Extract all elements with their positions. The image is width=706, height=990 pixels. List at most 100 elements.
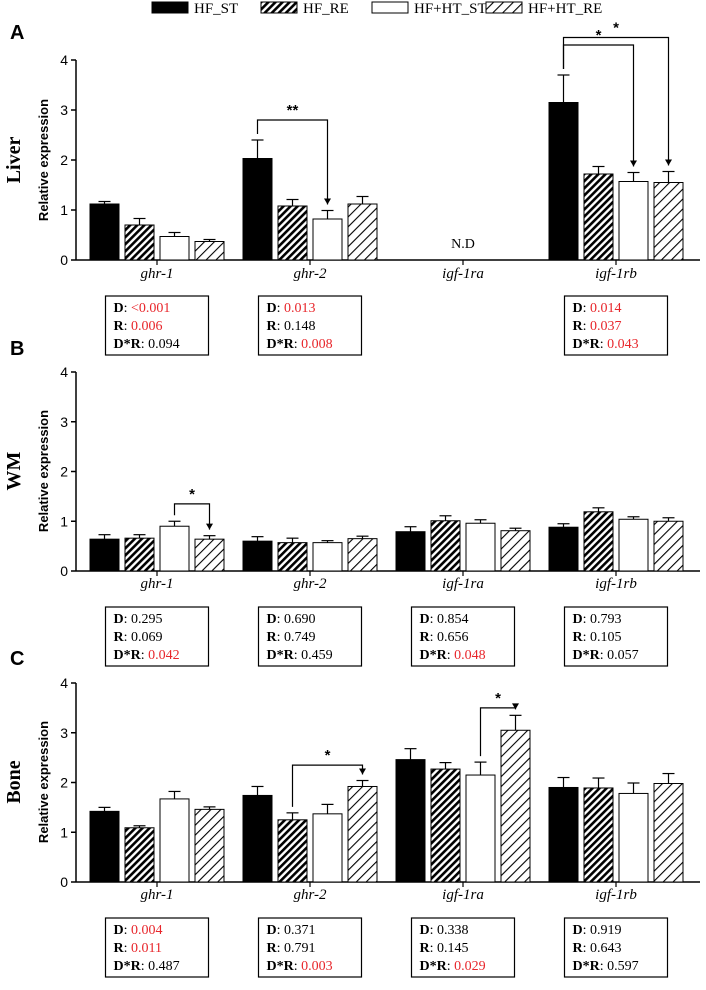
stat-key: R: [267, 319, 278, 334]
stat-value: <0.001: [131, 301, 170, 316]
y-tick-label: 2: [60, 775, 68, 791]
stat-sep: :: [277, 923, 284, 938]
bar-HF_ST-ghr-2: [242, 540, 273, 572]
stat-sep: :: [124, 923, 131, 938]
panel-B: B WM Relative expression 0 1 2 3 4 ghr-1 D: 0.295…: [3, 338, 700, 667]
y-tick-label: 4: [60, 52, 68, 68]
stat-row-R: R: 0.791: [267, 941, 316, 956]
category-label: ghr-1: [140, 266, 173, 282]
stat-sep: :: [447, 959, 454, 974]
stat-row-D: D: 0.793: [573, 612, 622, 627]
stat-row-D*R: D*R: 0.008: [267, 337, 333, 352]
significance-label: *: [613, 20, 619, 37]
stat-sep: :: [294, 648, 301, 663]
stat-row-D*R: D*R: 0.029: [420, 959, 486, 974]
bar-HF+HT_ST-ghr-2: [312, 542, 343, 572]
stat-value: 0.690: [284, 612, 316, 627]
stat-value: 0.148: [284, 319, 316, 334]
stat-key: R: [267, 630, 278, 645]
significance-arrow: [512, 703, 519, 710]
stats-box-ghr-1: D: 0.004 R: 0.011 D*R: 0.487: [104, 917, 210, 978]
stat-row-R: R: 0.643: [573, 941, 622, 956]
panel-C: C Bone Relative expression 0 1 2 3 4 ghr-1 D: 0.0…: [3, 648, 700, 978]
bar-HF_RE-ghr-1: [124, 224, 155, 261]
stat-row-D*R: D*R: 0.487: [114, 959, 180, 974]
bar-HF_RE-ghr-2: [277, 205, 308, 261]
bar-HF_ST-ghr-2: [242, 794, 273, 883]
stats-box-frame: [410, 917, 516, 978]
stat-sep: :: [141, 337, 148, 352]
stat-key: R: [267, 941, 278, 956]
y-tick-label: 4: [60, 364, 68, 380]
bar-HF+HT_RE-ghr-2: [347, 785, 378, 883]
stat-value: 0.459: [301, 648, 333, 663]
stat-key: D*R: [267, 337, 295, 352]
stat-sep: :: [600, 337, 607, 352]
stat-key: D: [573, 612, 583, 627]
stat-value: 0.338: [437, 923, 469, 938]
bar-HF+HT_RE-igf-1rb: [653, 782, 684, 883]
stat-row-R: R: 0.069: [114, 630, 163, 645]
y-tick-label: 1: [60, 513, 68, 529]
y-tick-label: 2: [60, 152, 68, 168]
not-detected-label: N.D: [451, 237, 475, 252]
significance-label: **: [287, 102, 299, 119]
stat-key: D*R: [420, 648, 448, 663]
significance-arrow: [359, 768, 366, 775]
stat-row-R: R: 0.148: [267, 319, 316, 334]
stat-value: 0.003: [301, 959, 333, 974]
stat-sep: :: [583, 941, 590, 956]
tissue-label: WM: [3, 451, 25, 490]
panel-label: C: [10, 648, 24, 670]
significance-bracket: [562, 36, 670, 166]
panel-label: A: [10, 22, 24, 44]
bar-HF+HT_RE-ghr-1: [194, 538, 225, 572]
stat-key: D*R: [114, 959, 142, 974]
y-tick-label: 3: [60, 725, 68, 741]
stat-key: R: [573, 630, 584, 645]
stat-sep: :: [583, 923, 590, 938]
stat-row-D*R: D*R: 0.043: [573, 337, 639, 352]
bar-HF+HT_RE-igf-1rb: [653, 520, 684, 572]
stat-key: D: [267, 301, 277, 316]
bar-HF_RE-igf-1ra: [430, 520, 461, 572]
category-label: ghr-1: [140, 576, 173, 592]
legend-label-HF_RE: HF_RE: [303, 1, 349, 17]
stats-box-ghr-2: D: 0.690 R: 0.749 D*R: 0.459: [257, 606, 363, 667]
stat-row-D: D: 0.338: [420, 923, 469, 938]
stat-row-D: D: 0.371: [267, 923, 316, 938]
y-tick-label: 2: [60, 464, 68, 480]
significance-bracket: [256, 119, 329, 205]
bar-HF+HT_RE-igf-1ra: [500, 530, 531, 572]
stat-value: 0.145: [437, 941, 469, 956]
stat-key: D: [114, 923, 124, 938]
significance-arrow: [324, 198, 331, 205]
stat-sep: :: [277, 630, 284, 645]
bar-HF_ST-ghr-2: [242, 158, 273, 261]
stat-value: 0.048: [454, 648, 486, 663]
category-label: ghr-2: [293, 887, 327, 903]
stat-sep: :: [600, 648, 607, 663]
bar-HF_RE-ghr-2: [277, 542, 308, 572]
stat-row-D: D: <0.001: [114, 301, 171, 316]
stat-sep: :: [277, 941, 284, 956]
stat-key: D: [267, 923, 277, 938]
stat-key: R: [420, 941, 431, 956]
bar-HF+HT_RE-ghr-1: [194, 808, 225, 883]
stat-value: 0.793: [590, 612, 622, 627]
stats-box-frame: [104, 606, 210, 667]
stat-key: D: [573, 923, 583, 938]
stat-value: 0.854: [437, 612, 469, 627]
category-label: igf-1rb: [595, 887, 637, 903]
bar-HF_RE-ghr-1: [124, 537, 155, 572]
legend-label-HF+HT_ST: HF+HT_ST: [414, 1, 487, 17]
y-tick-label: 0: [60, 252, 68, 268]
stat-value: 0.037: [590, 319, 622, 334]
stat-value: 0.094: [148, 337, 180, 352]
stat-sep: :: [583, 301, 590, 316]
bar-HF_ST-igf-1rb: [548, 102, 579, 261]
stat-key: D*R: [114, 337, 142, 352]
stat-value: 0.597: [607, 959, 639, 974]
stat-key: D*R: [114, 648, 142, 663]
